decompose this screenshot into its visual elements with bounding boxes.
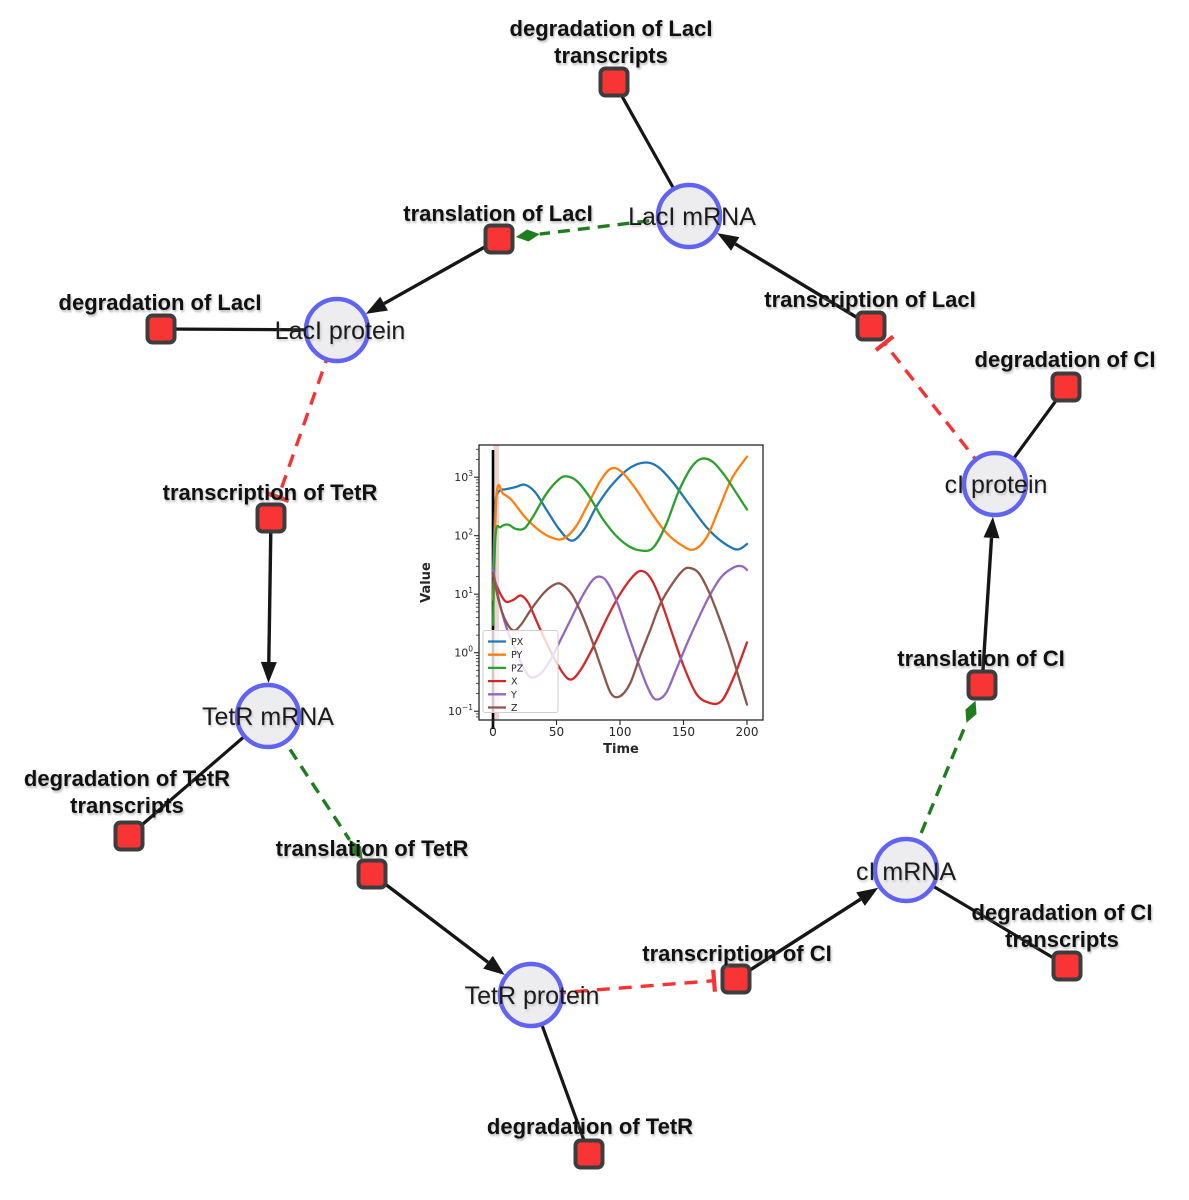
series-PY — [491, 455, 749, 602]
reaction-node-txn-laci — [855, 310, 887, 342]
species-node-ci-protein — [961, 450, 1029, 518]
chart-curves — [491, 455, 749, 706]
tetr-protein-label: TetR protein — [465, 982, 600, 1010]
deg-tetr-tx-label: degradation of TetR transcripts — [24, 766, 230, 818]
chart-border — [478, 444, 764, 721]
transl-tetr-label: translation of TetR — [276, 836, 469, 861]
legend-label-PY: PY — [511, 650, 523, 661]
reaction-node-transl-laci — [483, 223, 515, 255]
species-node-laci-mrna — [655, 182, 723, 250]
edge-txn-ci-to-ci-mrna — [735, 897, 862, 981]
edge-ci-protein-to-txn-laci-tee-icon — [874, 334, 895, 352]
species-node-tetr-mrna — [234, 682, 302, 750]
reaction-node-deg-tetr — [573, 1138, 605, 1170]
reaction-node-deg-laci — [145, 313, 177, 345]
species-node-tetr-protein — [497, 961, 565, 1029]
edge-txn-laci-to-laci-mrna — [734, 242, 872, 328]
x-tick-label: 0 — [489, 725, 497, 739]
reaction-node-transl-tetr — [356, 858, 388, 890]
nodes-layer — [113, 66, 1083, 1170]
inset-chart: 10−1 100 101 102 103 0 50 100 150 200 PX PY PZ XYZ Tim… — [414, 432, 776, 770]
edge-txn-tetr-to-tetr-mrna-arrowhead-icon — [260, 661, 277, 684]
edge-transl-ci-to-ci-protein-arrowhead-icon — [983, 516, 1000, 539]
edge-ci-mrna-to-transl-ci-diamond-icon — [965, 700, 977, 723]
laci-protein-label: LacI protein — [275, 317, 406, 345]
reaction-node-deg-laci-tx — [598, 66, 630, 98]
ci-protein-label: cI protein — [945, 471, 1048, 499]
reaction-node-transl-ci — [966, 669, 998, 701]
edge-laci-protein-to-txn-tetr-tee-icon — [267, 491, 290, 503]
legend-label-Y: Y — [510, 690, 517, 701]
labels-layer: LacI mRNA LacI protein TetR mRNA TetR prote… — [24, 16, 1156, 1139]
y-tick-label: 100 — [454, 645, 473, 660]
legend-label-PZ: PZ — [511, 663, 524, 674]
edge-txn-tetr-to-tetr-mrna — [267, 517, 273, 663]
chart-legend: PX PY PZ XYZ — [482, 630, 559, 714]
transl-ci-label: translation of CI — [897, 646, 1064, 671]
edge-txn-laci-to-laci-mrna-arrowhead-icon — [717, 233, 740, 251]
edge-transl-tetr-to-tetr-protein-arrowhead-icon — [483, 955, 505, 976]
species-node-laci-protein — [303, 296, 371, 364]
edge-tetr-mrna-to-transl-tetr-diamond-icon — [349, 839, 363, 860]
x-tick-label: 100 — [609, 725, 632, 739]
edge-transl-laci-to-laci-protein-arrowhead-icon — [365, 296, 388, 314]
reaction-node-txn-ci — [720, 963, 752, 995]
edge-transl-ci-to-ci-protein — [980, 537, 994, 686]
legend-label-Z: Z — [511, 703, 518, 714]
species-node-ci-mrna — [872, 836, 940, 904]
edge-transl-laci-to-laci-protein — [383, 237, 500, 306]
y-tick-label: 101 — [454, 586, 473, 601]
deg-ci-tx-label: degradation of CI transcripts — [972, 900, 1153, 952]
y-tick-label: 103 — [454, 469, 473, 484]
series-PX — [491, 461, 749, 573]
reaction-node-deg-ci-tx — [1051, 950, 1083, 982]
y-tick-label: 10−1 — [448, 703, 473, 718]
x-tick-label: 200 — [736, 725, 759, 739]
series-Z — [491, 566, 749, 706]
reaction-node-txn-tetr — [255, 502, 287, 534]
y-axis-title: Value — [419, 562, 434, 603]
reaction-node-deg-ci — [1050, 371, 1082, 403]
deg-tetr-label: degradation of TetR — [487, 1114, 693, 1139]
deg-laci-label: degradation of LacI — [59, 290, 262, 315]
ci-mrna-label: cI mRNA — [856, 858, 956, 886]
edge-txn-ci-to-ci-mrna-arrowhead-icon — [856, 887, 879, 906]
edge-transl-tetr-to-tetr-protein — [370, 872, 490, 964]
txn-ci-label: transcription of CI — [642, 941, 831, 966]
x-tick-label: 50 — [549, 725, 564, 739]
laci-mrna-label: LacI mRNA — [628, 203, 756, 231]
txn-laci-label: transcription of LacI — [764, 287, 975, 312]
x-axis-title: Time — [603, 742, 639, 757]
tetr-mrna-label: TetR mRNA — [202, 703, 334, 731]
legend-box — [482, 630, 559, 713]
deg-ci-label: degradation of CI — [975, 347, 1156, 372]
txn-tetr-label: transcription of TetR — [163, 480, 378, 505]
edge-laci-mrna-to-transl-laci-diamond-icon — [515, 229, 540, 242]
y-tick-label: 102 — [454, 528, 473, 543]
edge-tetr-protein-to-txn-ci-tee-icon — [711, 969, 718, 992]
deg-laci-tx-label: degradation of LacI transcripts — [510, 16, 713, 68]
legend-label-X: X — [511, 677, 518, 688]
series-PZ — [491, 457, 749, 626]
reaction-node-deg-tetr-tx — [113, 820, 145, 852]
series-X — [491, 569, 749, 706]
x-tick-label: 150 — [672, 725, 695, 739]
transl-laci-label: translation of LacI — [403, 201, 592, 226]
legend-label-PX: PX — [511, 637, 524, 648]
